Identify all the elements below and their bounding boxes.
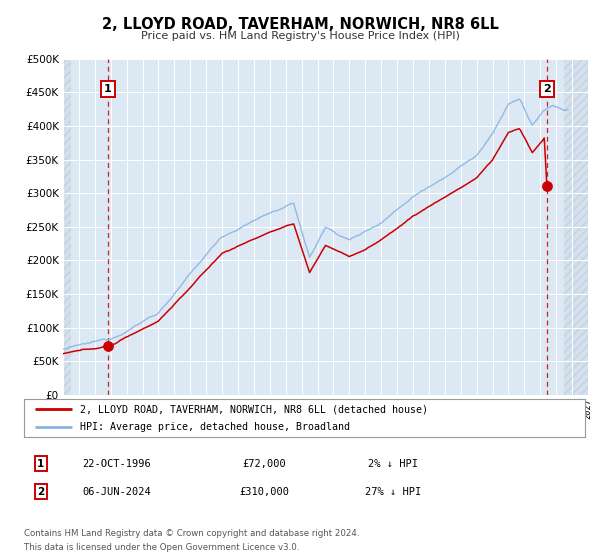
Text: £310,000: £310,000 <box>239 487 289 497</box>
Text: 2% ↓ HPI: 2% ↓ HPI <box>368 459 418 469</box>
Point <box>542 182 552 191</box>
Text: 2, LLOYD ROAD, TAVERHAM, NORWICH, NR8 6LL (detached house): 2, LLOYD ROAD, TAVERHAM, NORWICH, NR8 6L… <box>80 404 428 414</box>
Text: Price paid vs. HM Land Registry's House Price Index (HPI): Price paid vs. HM Land Registry's House … <box>140 31 460 41</box>
Text: Contains HM Land Registry data © Crown copyright and database right 2024.: Contains HM Land Registry data © Crown c… <box>24 529 359 538</box>
Text: HPI: Average price, detached house, Broadland: HPI: Average price, detached house, Broa… <box>80 422 350 432</box>
Text: 27% ↓ HPI: 27% ↓ HPI <box>365 487 421 497</box>
Text: 1: 1 <box>104 84 112 94</box>
Text: 1: 1 <box>37 459 44 469</box>
Text: This data is licensed under the Open Government Licence v3.0.: This data is licensed under the Open Gov… <box>24 543 299 552</box>
Text: 2, LLOYD ROAD, TAVERHAM, NORWICH, NR8 6LL: 2, LLOYD ROAD, TAVERHAM, NORWICH, NR8 6L… <box>101 17 499 32</box>
Text: 22-OCT-1996: 22-OCT-1996 <box>83 459 151 469</box>
Text: 2: 2 <box>37 487 44 497</box>
Text: £72,000: £72,000 <box>242 459 286 469</box>
Text: 2: 2 <box>544 84 551 94</box>
Point <box>103 342 112 351</box>
Text: 06-JUN-2024: 06-JUN-2024 <box>83 487 151 497</box>
